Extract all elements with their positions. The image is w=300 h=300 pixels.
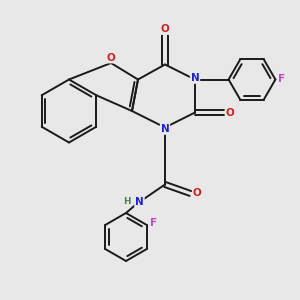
Text: F: F — [278, 74, 286, 85]
Text: O: O — [226, 107, 235, 118]
Text: O: O — [106, 52, 116, 63]
Text: O: O — [160, 24, 169, 34]
Text: N: N — [160, 124, 169, 134]
Text: H: H — [123, 197, 130, 206]
Text: F: F — [150, 218, 157, 228]
Text: N: N — [190, 73, 200, 83]
Text: N: N — [135, 196, 144, 207]
Text: O: O — [193, 188, 202, 199]
